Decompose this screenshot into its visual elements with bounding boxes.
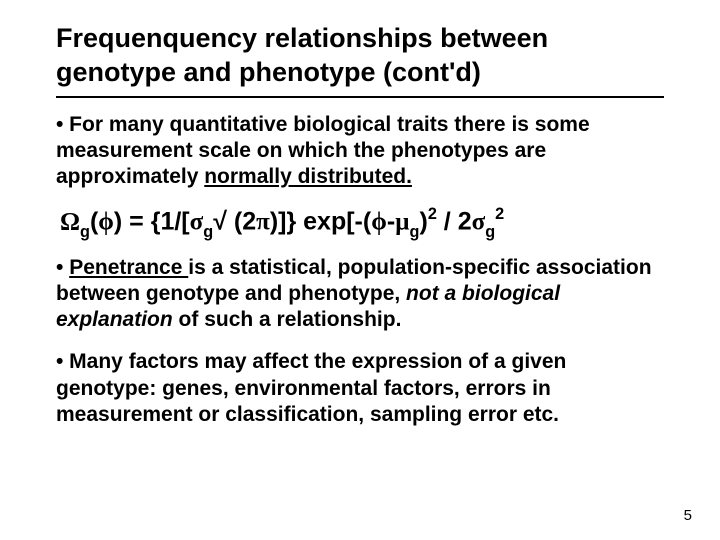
slide-title: Frequenquency relationships between geno…	[56, 22, 664, 90]
formula-seg3: (2	[227, 208, 256, 236]
phi-symbol-1: ϕ	[98, 209, 114, 236]
formula-seg7: / 2	[437, 208, 472, 236]
omega-symbol: Ω	[60, 209, 80, 236]
phi-symbol-2: ϕ	[371, 209, 387, 236]
normal-density-formula: Ωg(ϕ) = {1/[σg√ (2π)]} exp[-(ϕ-µg)2 / 2σ…	[60, 206, 664, 240]
sup-2-1: 2	[428, 205, 437, 223]
sqrt-symbol: √	[213, 208, 227, 236]
sub-g-1: g	[80, 223, 90, 241]
bullet-2-underlined: Penetrance	[69, 256, 188, 279]
bullet-2-post: of such a relationship.	[173, 308, 402, 331]
sub-g-4: g	[485, 223, 495, 241]
sub-g-3: g	[410, 223, 420, 241]
bullet-3: • Many factors may affect the expression…	[56, 349, 664, 428]
bullet-1-underlined: normally distributed.	[204, 165, 412, 188]
sub-g-2: g	[203, 223, 213, 241]
sigma-symbol-2: σ	[472, 209, 486, 236]
pi-symbol: π	[256, 209, 270, 236]
formula-seg2: ) = {1/[	[114, 208, 190, 236]
bullet-1: • For many quantitative biological trait…	[56, 112, 664, 191]
title-underline-rule	[56, 96, 664, 98]
bullet-2-marker: •	[56, 256, 69, 279]
formula-seg6: )	[419, 208, 427, 236]
sigma-symbol-1: σ	[190, 209, 204, 236]
formula-seg4: )]} exp[-(	[270, 208, 371, 236]
formula-seg5: -	[387, 208, 395, 236]
page-number: 5	[684, 507, 692, 524]
sup-2-2: 2	[495, 205, 504, 223]
bullet-2: • Penetrance is a statistical, populatio…	[56, 255, 664, 334]
mu-symbol: µ	[395, 209, 409, 236]
